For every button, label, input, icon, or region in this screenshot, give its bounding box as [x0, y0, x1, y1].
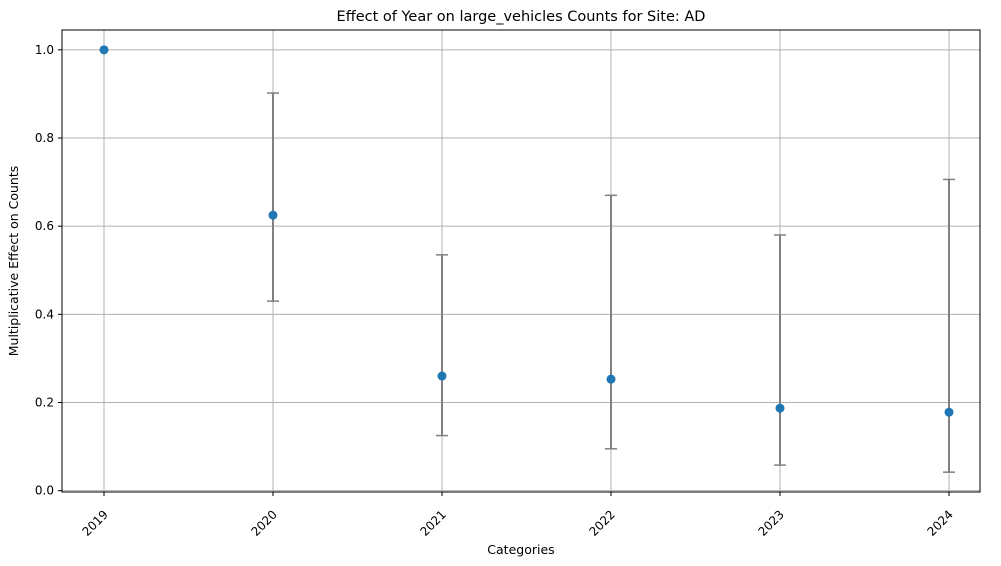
- data-points: [99, 45, 954, 417]
- axes-frame: [61, 29, 981, 493]
- data-point: [437, 371, 447, 381]
- x-tick-label: 2019: [79, 507, 110, 538]
- data-point: [99, 45, 109, 55]
- x-tick-label: 2021: [417, 507, 448, 538]
- y-tick-label: 0.6: [35, 219, 54, 233]
- y-axis-label: Multiplicative Effect on Counts: [6, 166, 21, 357]
- y-tick-label: 0.8: [35, 131, 54, 145]
- y-tick-label: 0.0: [35, 484, 54, 498]
- grid-layer: [62, 30, 980, 492]
- x-tick-label: 2022: [586, 507, 617, 538]
- data-point: [775, 403, 785, 413]
- y-tick-label: 1.0: [35, 43, 54, 57]
- error-bars: [267, 92, 955, 473]
- x-tick-label: 2020: [248, 507, 279, 538]
- chart-title: Effect of Year on large_vehicles Counts …: [337, 9, 706, 25]
- x-tick-label: 2024: [924, 507, 955, 538]
- y-tick-label: 0.2: [35, 396, 54, 410]
- data-point: [268, 210, 278, 220]
- y-axis-ticks: 0.0 0.2 0.4 0.6 0.8 1.0: [35, 43, 62, 498]
- x-axis-label: Categories: [487, 542, 554, 557]
- data-point: [606, 374, 616, 384]
- x-tick-label: 2023: [755, 507, 786, 538]
- data-point: [944, 407, 954, 417]
- y-tick-label: 0.4: [35, 307, 54, 321]
- x-axis-ticks: 2019 2020 2021 2022 2023 2024: [79, 492, 956, 539]
